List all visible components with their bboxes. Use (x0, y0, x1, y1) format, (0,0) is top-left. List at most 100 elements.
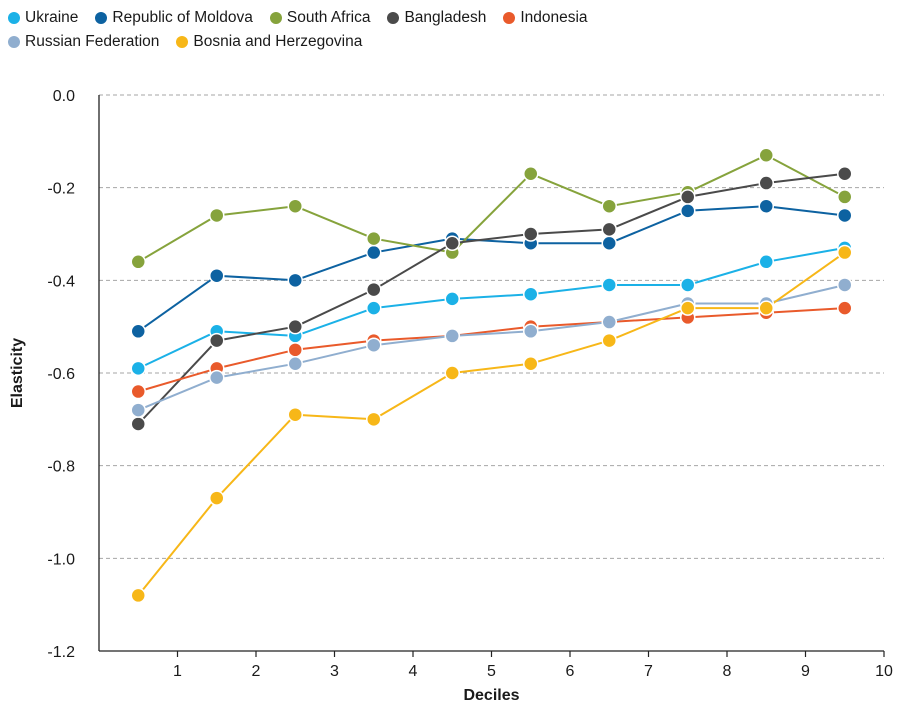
series-line-south-africa (137, 154, 846, 263)
x-tick-label: 1 (173, 663, 182, 680)
data-point-republic-of-moldova (758, 198, 774, 214)
legend-marker-bangladesh (387, 12, 400, 24)
x-tick-label: 10 (875, 663, 893, 680)
legend-item-ukraine: Ukraine (8, 9, 78, 27)
legend-label-russian-federation: Russian Federation (25, 33, 160, 50)
data-point-republic-of-moldova (680, 203, 696, 219)
data-point-indonesia (837, 300, 853, 316)
data-point-bosnia-and-herzegovina (444, 365, 460, 381)
data-point-russian-federation (837, 277, 853, 293)
data-point-bangladesh (837, 166, 853, 182)
gridlines (99, 94, 884, 559)
data-point-bosnia-and-herzegovina (130, 587, 146, 604)
data-point-bangladesh (601, 221, 617, 238)
series-line-bangladesh (137, 172, 845, 425)
data-point-russian-federation (130, 402, 146, 418)
series-line-bosnia-and-herzegovina (137, 251, 846, 597)
data-point-south-africa (209, 207, 225, 224)
data-point-south-africa (601, 198, 617, 214)
x-tick-label: 4 (409, 663, 418, 680)
data-point-bosnia-and-herzegovina (523, 355, 539, 372)
data-point-south-africa (523, 166, 539, 182)
legend-item-bangladesh: Bangladesh (387, 9, 486, 27)
legend-item-indonesia: Indonesia (503, 9, 588, 27)
legend-label-bosnia-and-herzegovina: Bosnia and Herzegovina (193, 33, 363, 50)
chart-legend: Ukraine Republic of Moldova South Africa… (8, 6, 888, 54)
x-tick-label: 6 (566, 663, 575, 680)
data-point-republic-of-moldova (287, 272, 303, 289)
data-point-bangladesh (680, 189, 696, 205)
legend-item-bosnia-and-herzegovina: Bosnia and Herzegovina (176, 33, 362, 51)
x-tick-label: 5 (487, 663, 496, 680)
series-points (130, 147, 853, 604)
x-tick-label: 3 (330, 663, 339, 680)
legend-row-2: Russian Federation Bosnia and Herzegovin… (8, 30, 888, 54)
data-point-bosnia-and-herzegovina (758, 300, 774, 316)
x-axis-ticks: 1 2 3 4 5 6 7 8 9 10 (173, 651, 893, 680)
data-point-ukraine (444, 291, 460, 307)
data-point-bangladesh (758, 175, 774, 191)
data-point-bosnia-and-herzegovina (601, 332, 617, 349)
data-point-indonesia (130, 383, 146, 400)
y-axis-ticks: 0.0 -0.2 -0.4 -0.6 -0.8 -1.0 -1.2 (47, 88, 75, 661)
legend-item-south-africa: South Africa (269, 9, 371, 27)
data-point-ukraine (366, 300, 382, 316)
series-line-russian-federation (137, 284, 846, 412)
y-tick-label: -0.6 (47, 366, 75, 383)
y-tick-label: -0.2 (47, 181, 75, 198)
data-point-ukraine (601, 277, 617, 293)
x-tick-label: 9 (801, 663, 810, 680)
data-point-russian-federation (209, 369, 225, 386)
series-lines (137, 154, 846, 597)
legend-marker-bosnia-and-herzegovina (176, 36, 189, 48)
data-point-bosnia-and-herzegovina (837, 244, 853, 261)
data-point-bangladesh (444, 235, 460, 252)
y-tick-label: -1.0 (47, 551, 75, 568)
data-point-bangladesh (366, 281, 382, 298)
series-line-indonesia (138, 307, 845, 393)
y-tick-label: -1.2 (47, 644, 75, 661)
data-point-russian-federation (523, 323, 539, 340)
data-point-bangladesh (209, 332, 225, 349)
data-point-south-africa (758, 147, 774, 163)
data-point-republic-of-moldova (837, 207, 853, 224)
data-point-south-africa (130, 254, 146, 270)
data-point-bangladesh (523, 226, 539, 242)
x-tick-label: 7 (644, 663, 653, 680)
legend-row-1: Ukraine Republic of Moldova South Africa… (8, 6, 888, 30)
data-point-south-africa (837, 189, 853, 205)
series-line-republic-of-moldova (137, 205, 845, 333)
data-point-south-africa (366, 230, 382, 247)
legend-marker-ukraine (8, 12, 20, 24)
legend-label-bangladesh: Bangladesh (404, 9, 487, 26)
data-point-russian-federation (601, 314, 617, 330)
x-tick-label: 2 (252, 663, 261, 680)
legend-label-indonesia: Indonesia (520, 9, 588, 26)
x-axis-title: Deciles (463, 687, 519, 704)
data-point-russian-federation (366, 337, 382, 353)
legend-marker-russian-federation (8, 36, 20, 48)
data-point-republic-of-moldova (601, 235, 617, 252)
data-point-bangladesh (287, 318, 303, 335)
data-point-russian-federation (444, 328, 460, 344)
data-point-ukraine (758, 254, 774, 270)
data-point-bosnia-and-herzegovina (680, 300, 696, 316)
data-point-republic-of-moldova (130, 323, 146, 340)
data-point-bosnia-and-herzegovina (287, 406, 303, 423)
legend-label-south-africa: South Africa (286, 9, 371, 26)
data-point-russian-federation (287, 355, 303, 372)
legend-item-russian-federation: Russian Federation (8, 33, 159, 51)
data-point-bosnia-and-herzegovina (366, 411, 382, 428)
data-point-ukraine (680, 277, 696, 293)
data-point-south-africa (287, 198, 303, 214)
y-tick-label: 0.0 (53, 88, 75, 105)
legend-item-republic-of-moldova: Republic of Moldova (95, 9, 253, 27)
data-point-republic-of-moldova (209, 267, 225, 284)
y-tick-label: -0.4 (47, 273, 75, 290)
data-point-bangladesh (130, 416, 146, 432)
y-axis-title: Elasticity (9, 338, 26, 408)
legend-label-ukraine: Ukraine (25, 9, 79, 26)
data-point-bosnia-and-herzegovina (209, 490, 225, 506)
data-point-ukraine (130, 360, 146, 377)
